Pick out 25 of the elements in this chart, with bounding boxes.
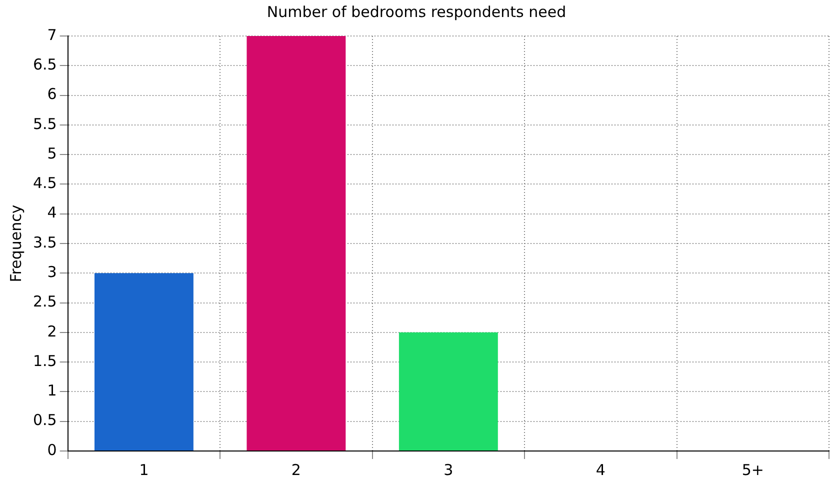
y-tick-label: 5 (47, 144, 57, 162)
y-tick-label: 6 (47, 85, 57, 104)
y-tick-label: 7 (47, 26, 57, 44)
x-tick-label: 3 (444, 460, 454, 479)
y-tick-label: 3.5 (32, 233, 57, 252)
y-tick-label: 3 (47, 263, 57, 282)
chart-title: Number of bedrooms respondents need (266, 2, 566, 21)
y-tick-label: 2 (47, 322, 57, 340)
y-tick-label: 4.5 (32, 174, 57, 192)
y-tick-label: 2.5 (32, 292, 57, 311)
y-tick-label: 6.5 (32, 56, 57, 74)
bar (398, 332, 498, 450)
y-tick-label: 1.5 (32, 352, 57, 370)
bar (246, 36, 346, 450)
x-tick-label: 1 (139, 460, 149, 479)
y-tick-label: 0.5 (32, 411, 57, 430)
y-tick-label: 1 (47, 382, 57, 400)
y-axis-title: Frequency (6, 204, 25, 282)
y-tick-label: 0 (47, 440, 57, 459)
x-tick-label: 2 (291, 460, 301, 479)
x-tick-label: 5+ (742, 460, 764, 479)
x-tick-label: 4 (596, 460, 606, 479)
bar (94, 273, 194, 450)
y-tick-label: 4 (47, 204, 57, 222)
y-tick-label: 5.5 (32, 114, 57, 133)
